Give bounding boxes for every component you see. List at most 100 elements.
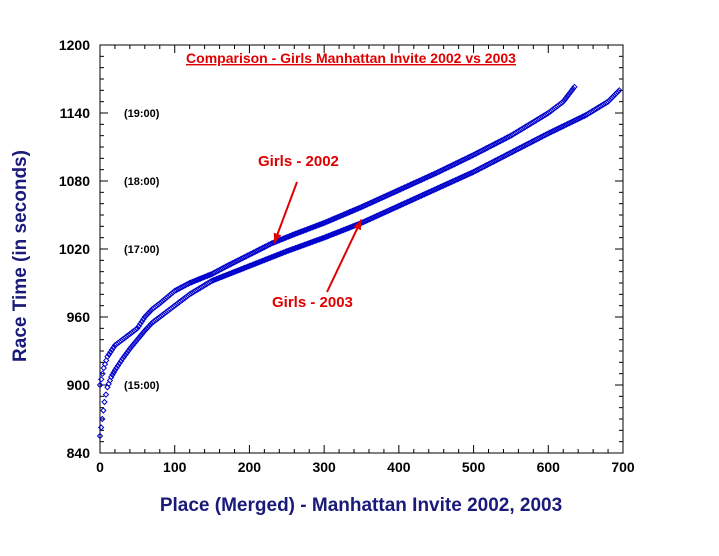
data-point (187, 279, 195, 286)
y-tick-label: 840 (67, 445, 91, 461)
y-tick-label: 1140 (60, 105, 91, 121)
data-point (301, 241, 308, 248)
data-point (141, 313, 149, 321)
x-tick-label: 0 (96, 459, 104, 475)
data-point (298, 228, 305, 235)
data-point (234, 267, 241, 274)
data-point (247, 262, 255, 269)
data-point (147, 307, 155, 314)
data-point (303, 240, 310, 248)
data-point (135, 322, 143, 330)
series-2 (96, 87, 623, 440)
x-tick-label: 100 (163, 459, 187, 475)
data-point (137, 320, 144, 328)
x-tick-label: 700 (611, 459, 635, 475)
annotation-arrow-head (273, 232, 282, 244)
data-point (255, 259, 262, 266)
data-point (353, 205, 361, 213)
data-point (108, 346, 116, 354)
data-point (246, 262, 253, 270)
data-point (122, 351, 129, 359)
data-point (300, 227, 307, 235)
data-point (126, 345, 134, 352)
data-point (328, 231, 335, 238)
data-point (279, 235, 286, 243)
data-point (262, 256, 270, 263)
x-tick-labels: 0 100 200 300 400 500 600 700 (96, 459, 635, 475)
data-point (307, 224, 314, 232)
data-point (243, 263, 250, 271)
data-point (338, 227, 346, 234)
data-point (283, 234, 290, 241)
data-point (138, 331, 146, 338)
time-note: (18:00) (124, 176, 160, 188)
data-point (352, 206, 359, 213)
data-point (305, 225, 313, 232)
data-point (258, 258, 265, 265)
data-point (141, 327, 149, 334)
data-point (331, 215, 338, 222)
data-point (100, 407, 107, 414)
data-point (216, 274, 223, 281)
data-point (288, 232, 295, 239)
data-point (261, 256, 268, 264)
data-point (322, 233, 329, 241)
data-point (123, 349, 131, 357)
data-point (252, 260, 259, 267)
data-point (347, 208, 355, 215)
data-point (308, 238, 316, 246)
y-tick-label: 960 (67, 309, 91, 325)
data-point (189, 278, 196, 285)
data-point (202, 273, 210, 280)
data-point (331, 230, 338, 237)
data-point (325, 217, 332, 225)
data-point (328, 216, 335, 223)
data-point (332, 214, 340, 222)
data-point (295, 229, 302, 236)
data-point (113, 364, 120, 372)
data-point (350, 207, 358, 214)
data-point (292, 230, 299, 237)
data-point (292, 244, 299, 252)
data-point (568, 87, 575, 94)
data-point (346, 208, 353, 216)
data-point (326, 232, 334, 239)
data-point (240, 265, 247, 272)
data-point (349, 223, 356, 230)
data-point (300, 242, 307, 249)
data-point (135, 334, 143, 342)
series-1 (96, 83, 578, 389)
data-point (310, 238, 317, 245)
data-point (138, 318, 146, 325)
x-tick-label: 300 (312, 459, 336, 475)
data-point (286, 232, 293, 240)
data-point (311, 237, 319, 245)
x-tick-label: 600 (537, 459, 561, 475)
x-tick-label: 500 (462, 459, 486, 475)
time-note: (19:00) (124, 108, 160, 120)
data-point (558, 99, 565, 107)
data-point (98, 376, 105, 383)
data-point (192, 277, 199, 284)
data-point (319, 235, 326, 242)
data-point (101, 361, 109, 368)
data-point (111, 367, 119, 374)
data-point (314, 236, 322, 244)
data-point (268, 253, 276, 261)
data-point (271, 252, 279, 260)
data-point (329, 230, 337, 238)
data-point (102, 391, 110, 398)
data-point (338, 212, 346, 219)
data-point (231, 268, 238, 276)
data-point (285, 233, 292, 240)
data-point (134, 325, 141, 332)
data-point (125, 347, 132, 354)
data-point (280, 235, 288, 242)
data-point (229, 269, 237, 276)
data-point (323, 233, 331, 240)
data-point (343, 225, 350, 233)
data-point (334, 229, 341, 236)
data-point (314, 221, 322, 229)
data-point (225, 271, 232, 278)
